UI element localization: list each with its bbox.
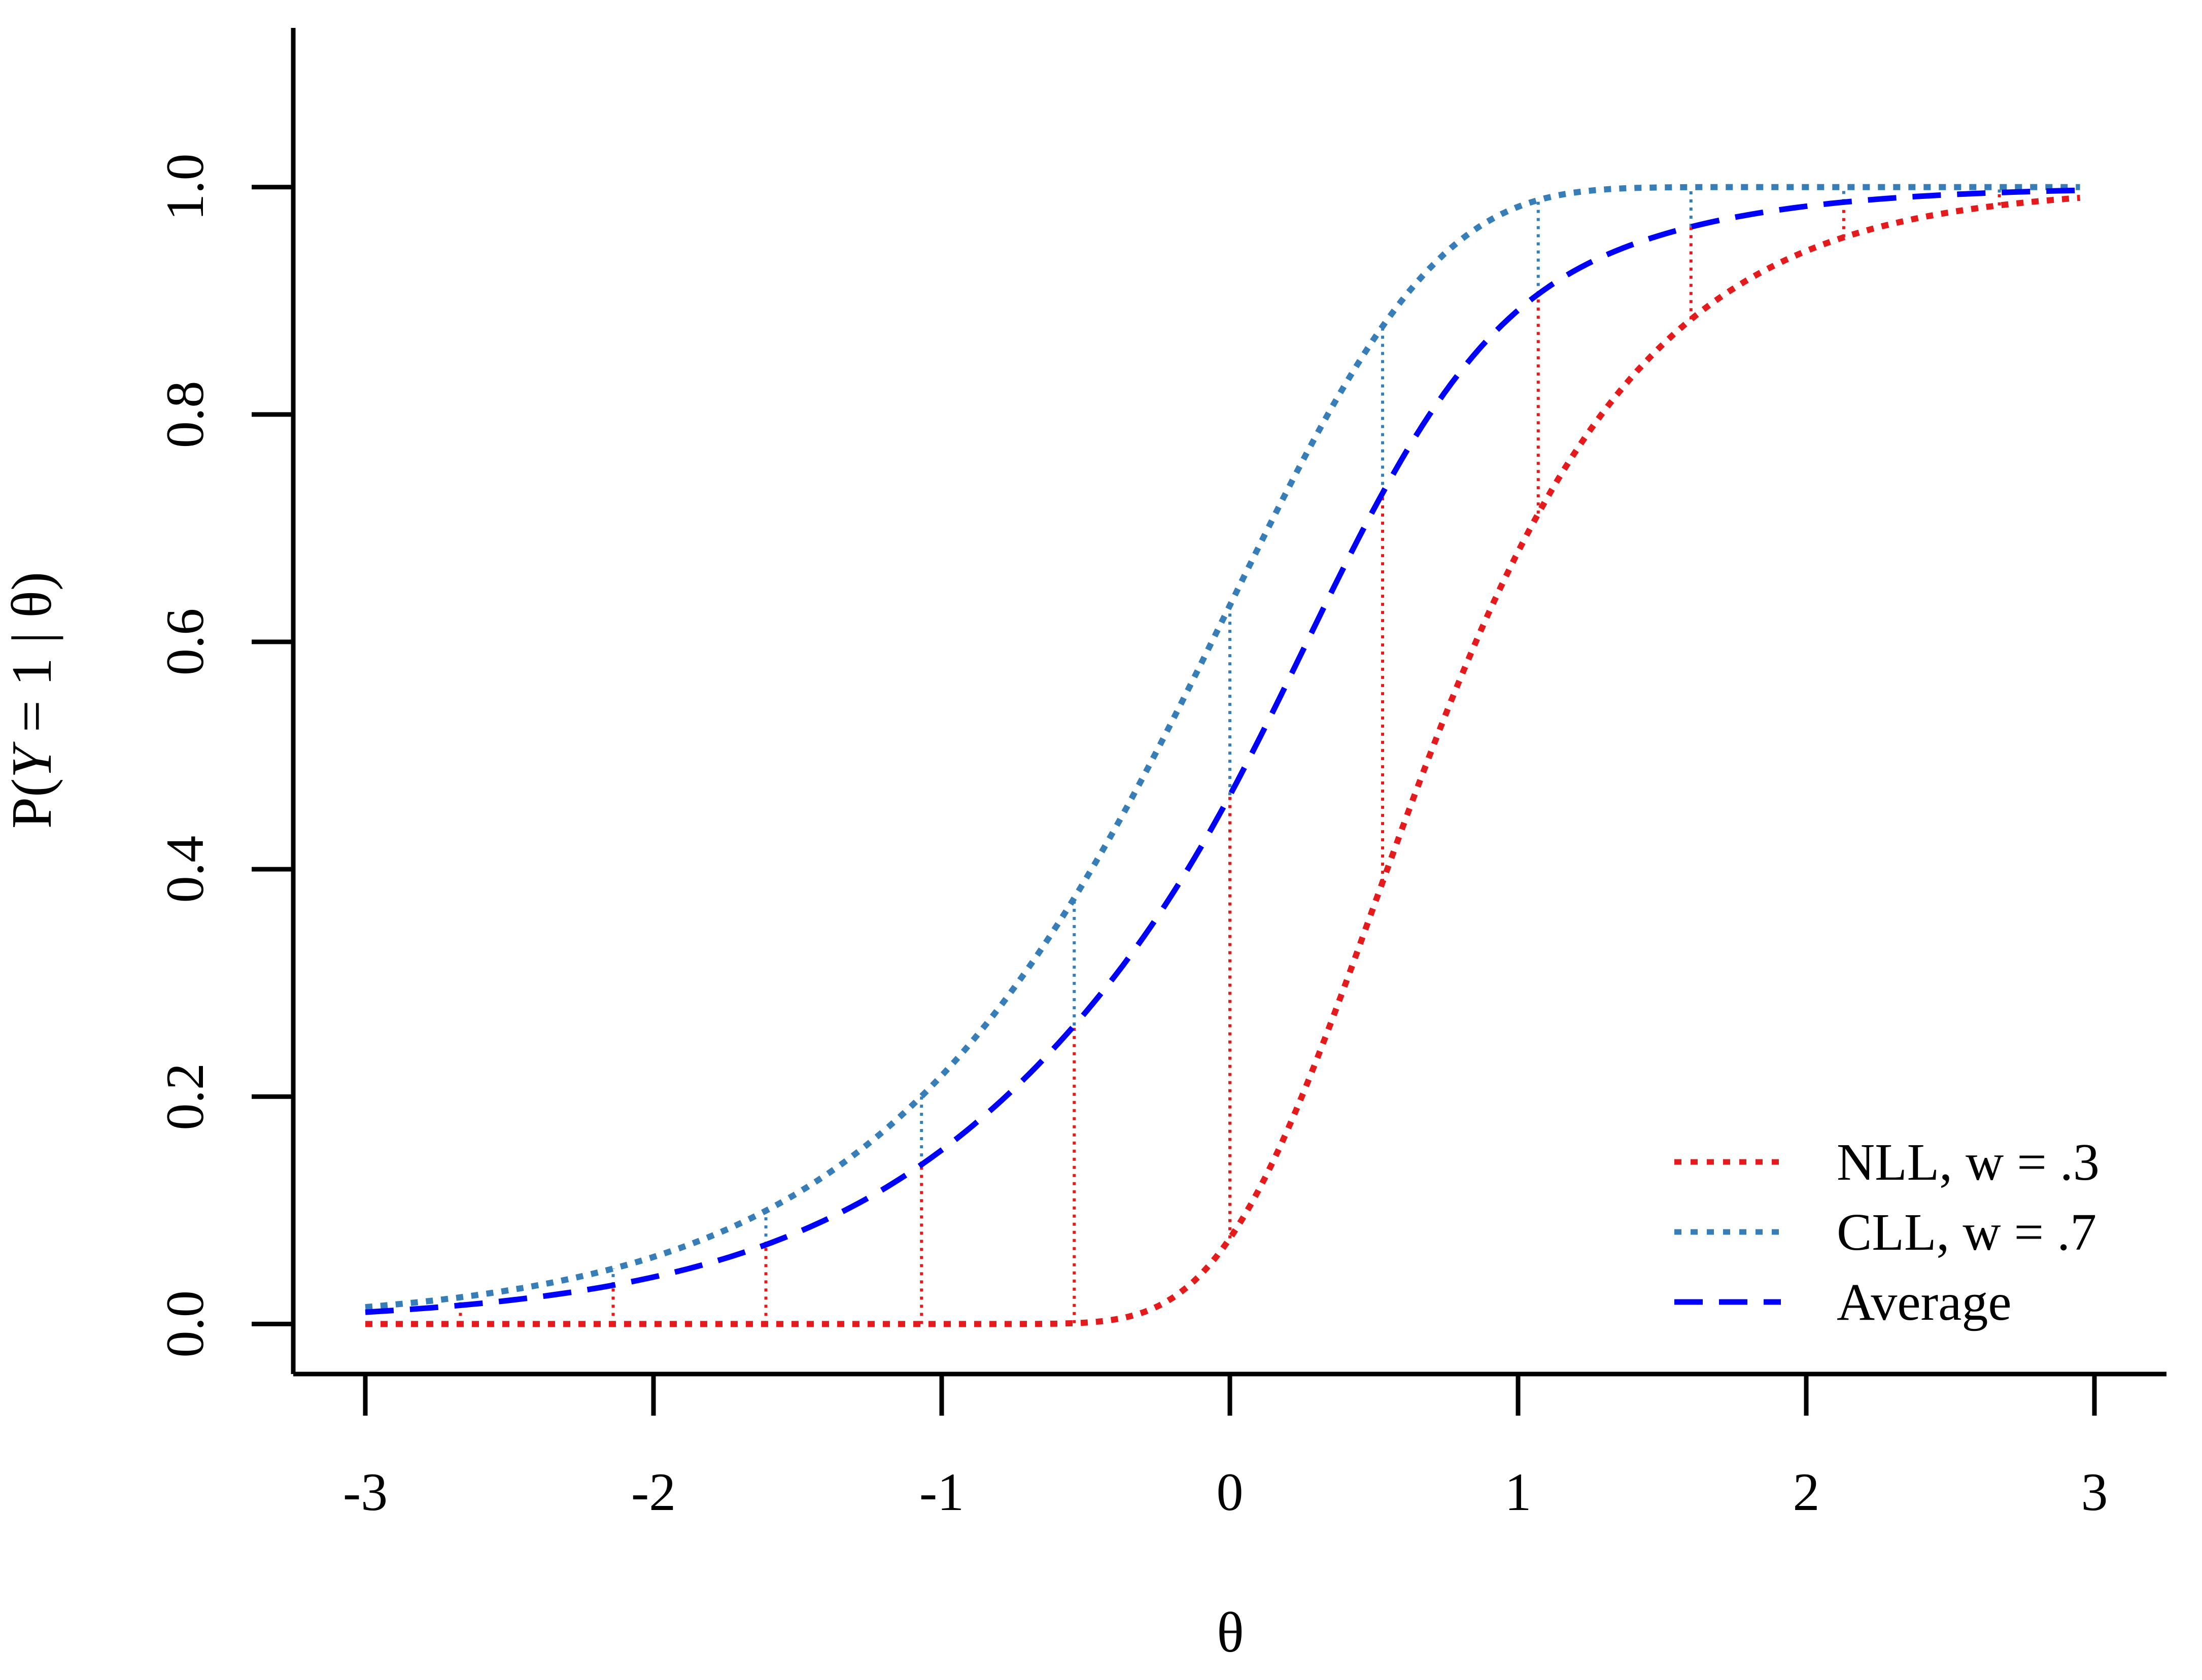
legend-label-nll: NLL, w = .3 bbox=[1837, 1133, 2100, 1191]
y-tick-label: 0.4 bbox=[155, 836, 215, 903]
series-line-nll bbox=[365, 194, 2081, 1327]
x-tick-label: -2 bbox=[631, 1462, 676, 1522]
legend-label-cll: CLL, w = .7 bbox=[1837, 1203, 2096, 1261]
x-tick-label: -1 bbox=[919, 1462, 964, 1522]
x-tick-label: 0 bbox=[1217, 1462, 1244, 1522]
y-axis-title: P(Y = 1 | θ) bbox=[1, 572, 63, 829]
legend-label-avg: Average bbox=[1837, 1273, 2012, 1331]
y-tick-label: 0.2 bbox=[155, 1063, 215, 1130]
legend: NLL, w = .3 CLL, w = .7 Average bbox=[1674, 1133, 2100, 1331]
x-axis-title: θ bbox=[1217, 1601, 1244, 1664]
x-tick-label: -3 bbox=[343, 1462, 388, 1522]
y-tick-label: 0.0 bbox=[155, 1290, 215, 1358]
y-tick-label: 1.0 bbox=[155, 153, 215, 221]
y-ticks: 0.0 0.2 0.4 0.6 0.8 1.0 bbox=[155, 153, 293, 1358]
curves bbox=[365, 184, 2081, 1327]
series-line-avg bbox=[365, 187, 2080, 1315]
y-axis-title-suffix: = 1 | θ) bbox=[1, 572, 63, 747]
x-ticks: -3 -2 -1 0 1 2 3 bbox=[343, 1374, 2108, 1522]
y-tick-label: 0.6 bbox=[155, 608, 215, 676]
drop-lines bbox=[459, 187, 2001, 1324]
series-line-cll bbox=[365, 184, 2080, 1311]
y-tick-label: 0.8 bbox=[155, 381, 215, 449]
x-tick-label: 1 bbox=[1505, 1462, 1532, 1522]
x-tick-label: 2 bbox=[1793, 1462, 1820, 1522]
y-axis-title-variable: Y bbox=[1, 741, 63, 778]
y-axis-title-prefix: P( bbox=[1, 778, 63, 829]
x-tick-label: 3 bbox=[2081, 1462, 2108, 1522]
